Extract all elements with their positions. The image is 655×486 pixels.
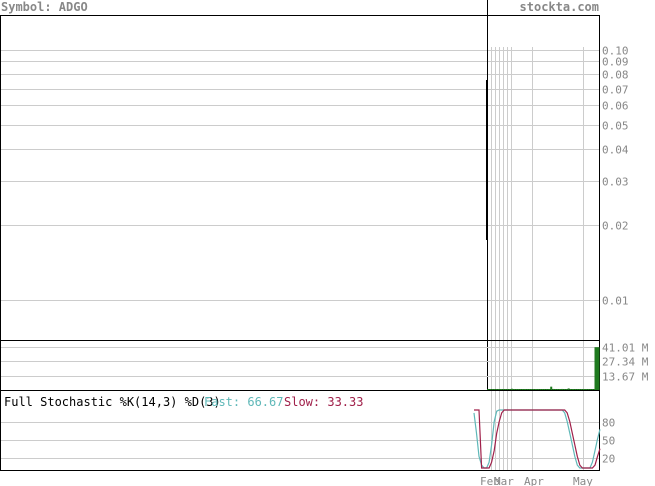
volume-bar: [513, 389, 516, 390]
stochastic-tick-label: 50: [602, 435, 615, 448]
x-tick-label: Mar: [494, 475, 514, 486]
x-tick-label: Apr: [524, 475, 544, 486]
volume-bar: [497, 389, 500, 390]
volume-bar: [530, 389, 533, 390]
price-tick-label: 0.06: [602, 100, 629, 113]
volume-tick-label: 41.01 M: [602, 342, 649, 355]
stochastic-panel: 80 50 20 Full Stochastic %K(14,3) %D(3) Fa…: [0, 390, 615, 471]
price-tick-label: 0.10: [602, 45, 629, 58]
volume-bar: [589, 389, 592, 390]
volume-bar: [504, 389, 507, 390]
volume-grid: [1, 341, 599, 390]
volume-bar: [565, 389, 568, 390]
site-label: stockta.com: [520, 0, 599, 14]
symbol-label: Symbol: ADGO: [1, 0, 88, 14]
volume-bar: [576, 389, 579, 390]
volume-bar: [508, 389, 511, 390]
volume-bar: [587, 389, 590, 390]
x-tick-label: May: [573, 475, 593, 486]
volume-bar: [517, 389, 520, 390]
price-panel-border: [0, 15, 600, 341]
volume-bar: [558, 389, 561, 390]
volume-bar: [554, 389, 557, 390]
volume-bar: [526, 389, 529, 390]
volume-bar: [567, 388, 570, 390]
price-tick-label: 0.03: [602, 176, 629, 189]
volume-bar: [545, 389, 548, 390]
volume-bar: [591, 389, 594, 390]
volume-bar: [585, 389, 588, 390]
volume-bar: [582, 389, 585, 390]
volume-bar: [506, 389, 509, 390]
volume-bar: [502, 389, 505, 390]
volume-bar: [500, 389, 503, 390]
volume-bar: [541, 389, 544, 390]
volume-bar: [569, 389, 572, 390]
price-tick-label: 0.05: [602, 120, 629, 133]
price-tick-label: 0.09: [602, 56, 629, 69]
volume-bar: [543, 389, 546, 390]
price-tick-label: 0.08: [602, 69, 629, 82]
volume-ticks: 41.01 M27.34 M 13.67 M: [602, 342, 649, 384]
price-ticks: 0.100.090.08 0.07 0.06 0.05 0.04 0.03 0.02 0.01: [602, 45, 629, 308]
volume-bar: [578, 389, 581, 390]
volume-bar: [552, 388, 555, 390]
volume-bar: [532, 389, 535, 390]
volume-bar: [537, 389, 540, 390]
volume-bar: [534, 389, 537, 390]
volume-bar: [519, 389, 522, 390]
price-grid: [1, 47, 599, 340]
volume-bar: [548, 389, 551, 390]
volume-bar: [487, 389, 489, 390]
volume-bar: [528, 389, 531, 390]
volume-bar: [491, 389, 494, 390]
volume-tick-label: 13.67 M: [602, 371, 649, 384]
volume-bar: [539, 389, 542, 390]
fast-line: [473, 409, 601, 469]
stochastic-lines: [473, 409, 601, 469]
volume-bar: [521, 389, 524, 390]
stochastic-tick-label: 80: [602, 417, 615, 430]
volume-bar: [556, 389, 559, 390]
volume-bar: [495, 389, 498, 390]
volume-bars: [487, 347, 600, 390]
fast-value-label: Fast: 66.67: [204, 395, 283, 409]
stochastic-tick-label: 20: [602, 453, 615, 466]
volume-bar: [515, 389, 518, 390]
volume-bar: [489, 389, 492, 390]
volume-bar: [510, 388, 513, 390]
x-tick-label: Feb: [480, 475, 500, 486]
stochastic-title: Full Stochastic %K(14,3) %D(3): [4, 395, 221, 409]
slow-line: [474, 409, 601, 469]
volume-bar: [493, 389, 496, 390]
slow-value-label: Slow: 33.33: [284, 395, 363, 409]
volume-tick-label: 27.34 M: [602, 356, 649, 369]
volume-bar: [594, 347, 600, 390]
stochastic-grid: [1, 391, 599, 470]
volume-bar: [563, 389, 566, 390]
volume-bar: [572, 389, 575, 390]
volume-bar: [574, 389, 577, 390]
volume-panel: 41.01 M27.34 M 13.67 M: [0, 340, 649, 391]
price-tick-label: 0.01: [602, 295, 629, 308]
price-panel: 0.100.090.08 0.07 0.06 0.05 0.04 0.03 0.02 0.01: [0, 0, 629, 390]
price-tick-label: 0.02: [602, 220, 629, 233]
volume-bar: [561, 388, 564, 390]
price-tick-label: 0.04: [602, 144, 629, 157]
volume-bar: [524, 389, 527, 390]
volume-bar: [550, 386, 553, 390]
stochastic-ticks: 80 50 20: [602, 417, 615, 466]
volume-bar: [580, 389, 583, 390]
price-tick-label: 0.07: [602, 84, 629, 97]
